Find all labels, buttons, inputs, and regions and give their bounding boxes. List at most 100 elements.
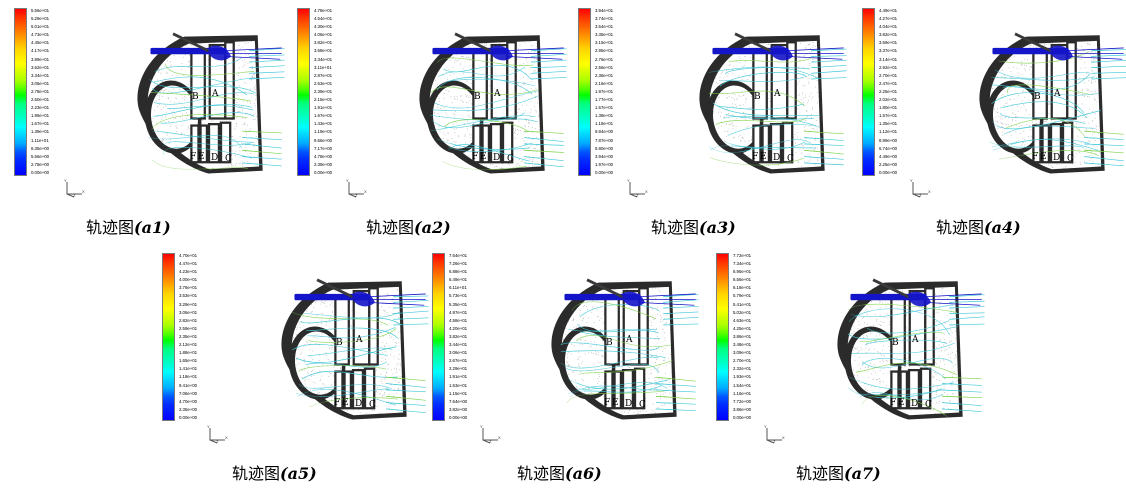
region-label-D: D: [355, 399, 363, 409]
colorbar-tick: 1.57e+01: [595, 105, 614, 111]
region-label-A: A: [356, 335, 363, 345]
region-label-E: E: [1040, 152, 1047, 162]
colorbar-tick: 4.25e+01: [733, 325, 752, 331]
axis-label-z: Z: [355, 193, 358, 198]
colorbar-tick: 2.29e+01: [449, 366, 468, 372]
region-label-C: C: [639, 400, 646, 410]
colorbar-tick: 2.82e+01: [179, 317, 198, 323]
colorbar-tick: 3.82e+01: [314, 40, 333, 46]
axis-triad-icon: Y X Z: [625, 178, 653, 200]
colorbar-tick: 0.00e+00: [879, 169, 898, 175]
caption-index: (a1): [134, 218, 171, 237]
region-label-A: A: [912, 335, 919, 345]
axis-label-y: Y: [346, 178, 349, 183]
colorbar-tick: 3.14e+01: [879, 56, 898, 62]
colorbar-tick: 1.77e+01: [595, 97, 614, 103]
caption-index: (a6): [565, 464, 602, 483]
colorbar-tick: 7.17e+00: [314, 145, 333, 151]
colorbar-tick: 4.78e+01: [314, 8, 333, 13]
colorbar-tick: 3.37e+01: [879, 48, 898, 54]
colorbar-tick: 1.67e+01: [314, 113, 333, 119]
region-label-F: F: [890, 398, 897, 408]
caption-text: 轨迹图: [232, 464, 281, 483]
colorbar-tick: 7.26e+01: [449, 261, 468, 267]
colorbar-tick: 3.59e+01: [879, 40, 898, 46]
axis-label-x: X: [364, 189, 367, 194]
colorbar-tick: 3.48e+01: [733, 342, 752, 348]
colorbar-tick: 2.70e+01: [879, 72, 898, 78]
mesh-geometry-a6: B A F E D C: [532, 250, 707, 455]
panel-caption-a1: 轨迹图(a1): [86, 214, 171, 238]
colorbar-tick: 1.43e+01: [314, 121, 333, 127]
axis-label-z: Z: [636, 193, 639, 198]
colorbar-tick-list: 7.64e+01 7.26e+01 6.88e+01 6.49e+01 6.11e+01…: [449, 252, 467, 422]
colorbar-tick: 2.23e+01: [31, 105, 50, 111]
colorbar-tick: 3.35e+01: [595, 32, 614, 38]
panel-caption-a7: 轨迹图(a7): [796, 460, 881, 484]
colorbar-tick: 6.74e+00: [879, 145, 898, 151]
colorbar-tick-list: 5.56e+01 5.29e+01 5.01e+01 4.73e+01 4.45e+01…: [31, 7, 49, 177]
region-label-A: A: [494, 89, 501, 99]
colorbar-tick-list: 4.49e+01 4.27e+01 4.04e+01 3.82e+01 3.59e+01…: [879, 7, 897, 177]
colorbar-tick: 4.58e+01: [449, 317, 468, 323]
panel-caption-a5: 轨迹图(a5): [232, 460, 317, 484]
colorbar-tick: 0.00e+00: [31, 169, 50, 175]
colorbar-tick: 2.47e+01: [879, 80, 898, 86]
axis-triad-icon: Y X Z: [908, 178, 936, 200]
region-label-F: F: [472, 152, 479, 162]
region-label-A: A: [212, 89, 219, 99]
colorbar-tick: 1.54e+01: [733, 382, 752, 388]
colorbar-tick: 1.65e+01: [179, 358, 198, 364]
colorbar-tick: 2.70e+01: [733, 358, 752, 364]
colorbar-tick: 4.06e+01: [314, 32, 333, 38]
colorbar-tick: 5.56e+01: [31, 8, 50, 13]
caption-index: (a3): [699, 218, 736, 237]
region-label-A: A: [626, 335, 633, 345]
colorbar-tick: 0.00e+00: [595, 169, 614, 175]
caption-text: 轨迹图: [366, 218, 415, 237]
caption-text: 轨迹图: [936, 218, 985, 237]
caption-text: 轨迹图: [517, 464, 566, 483]
colorbar-tick: 1.41e+01: [179, 366, 198, 372]
colorbar-tick: 3.86e+01: [733, 333, 752, 339]
colorbar-tick: 1.39e+01: [31, 129, 50, 135]
colorbar-tick: 0.00e+00: [314, 169, 333, 175]
region-label-E: E: [760, 152, 767, 162]
colorbar-tick: 1.38e+01: [595, 113, 614, 119]
colorbar-tick: 2.32e+01: [733, 366, 752, 372]
region-label-F: F: [604, 398, 611, 408]
colorbar-tick: 4.00e+01: [179, 277, 198, 283]
colorbar-tick: 3.94e+01: [595, 8, 614, 13]
colorbar-gradient: [716, 253, 729, 421]
axis-label-x: X: [928, 189, 931, 194]
axis-triad-icon: Y X Z: [62, 178, 90, 200]
axis-label-y: Y: [627, 178, 630, 183]
region-label-F: F: [1032, 152, 1039, 162]
colorbar-tick: 4.17e+01: [31, 48, 50, 54]
colorbar-gradient: [432, 253, 445, 421]
colorbar-tick: 1.53e+01: [449, 382, 468, 388]
region-label-E: E: [480, 152, 487, 162]
panel-caption-a3: 轨迹图(a3): [651, 214, 736, 238]
colorbar-tick: 4.70e+00: [179, 398, 198, 404]
colorbar-tick: 9.84e+00: [595, 129, 614, 135]
colorbar-tick: 2.25e+01: [879, 88, 898, 94]
panel-caption-a2: 轨迹图(a2): [366, 214, 451, 238]
colorbar-tick: 7.72e+00: [733, 398, 752, 404]
colorbar-tick: 3.82e+01: [879, 32, 898, 38]
region-label-B: B: [336, 338, 343, 348]
colorbar-tick: 3.94e+00: [595, 153, 614, 159]
colorbar-tick: 1.91e+01: [449, 374, 468, 380]
axis-triad-icon: Y X Z: [478, 424, 506, 446]
colorbar-tick: 3.06e+01: [449, 350, 468, 356]
panel-caption-a6: 轨迹图(a6): [517, 460, 602, 484]
colorbar-tick: 3.11e+01: [314, 64, 332, 70]
region-label-B: B: [754, 92, 761, 102]
colorbar-tick: 9.56e+00: [314, 137, 333, 143]
region-label-B: B: [606, 338, 613, 348]
axis-label-z: Z: [919, 193, 922, 198]
